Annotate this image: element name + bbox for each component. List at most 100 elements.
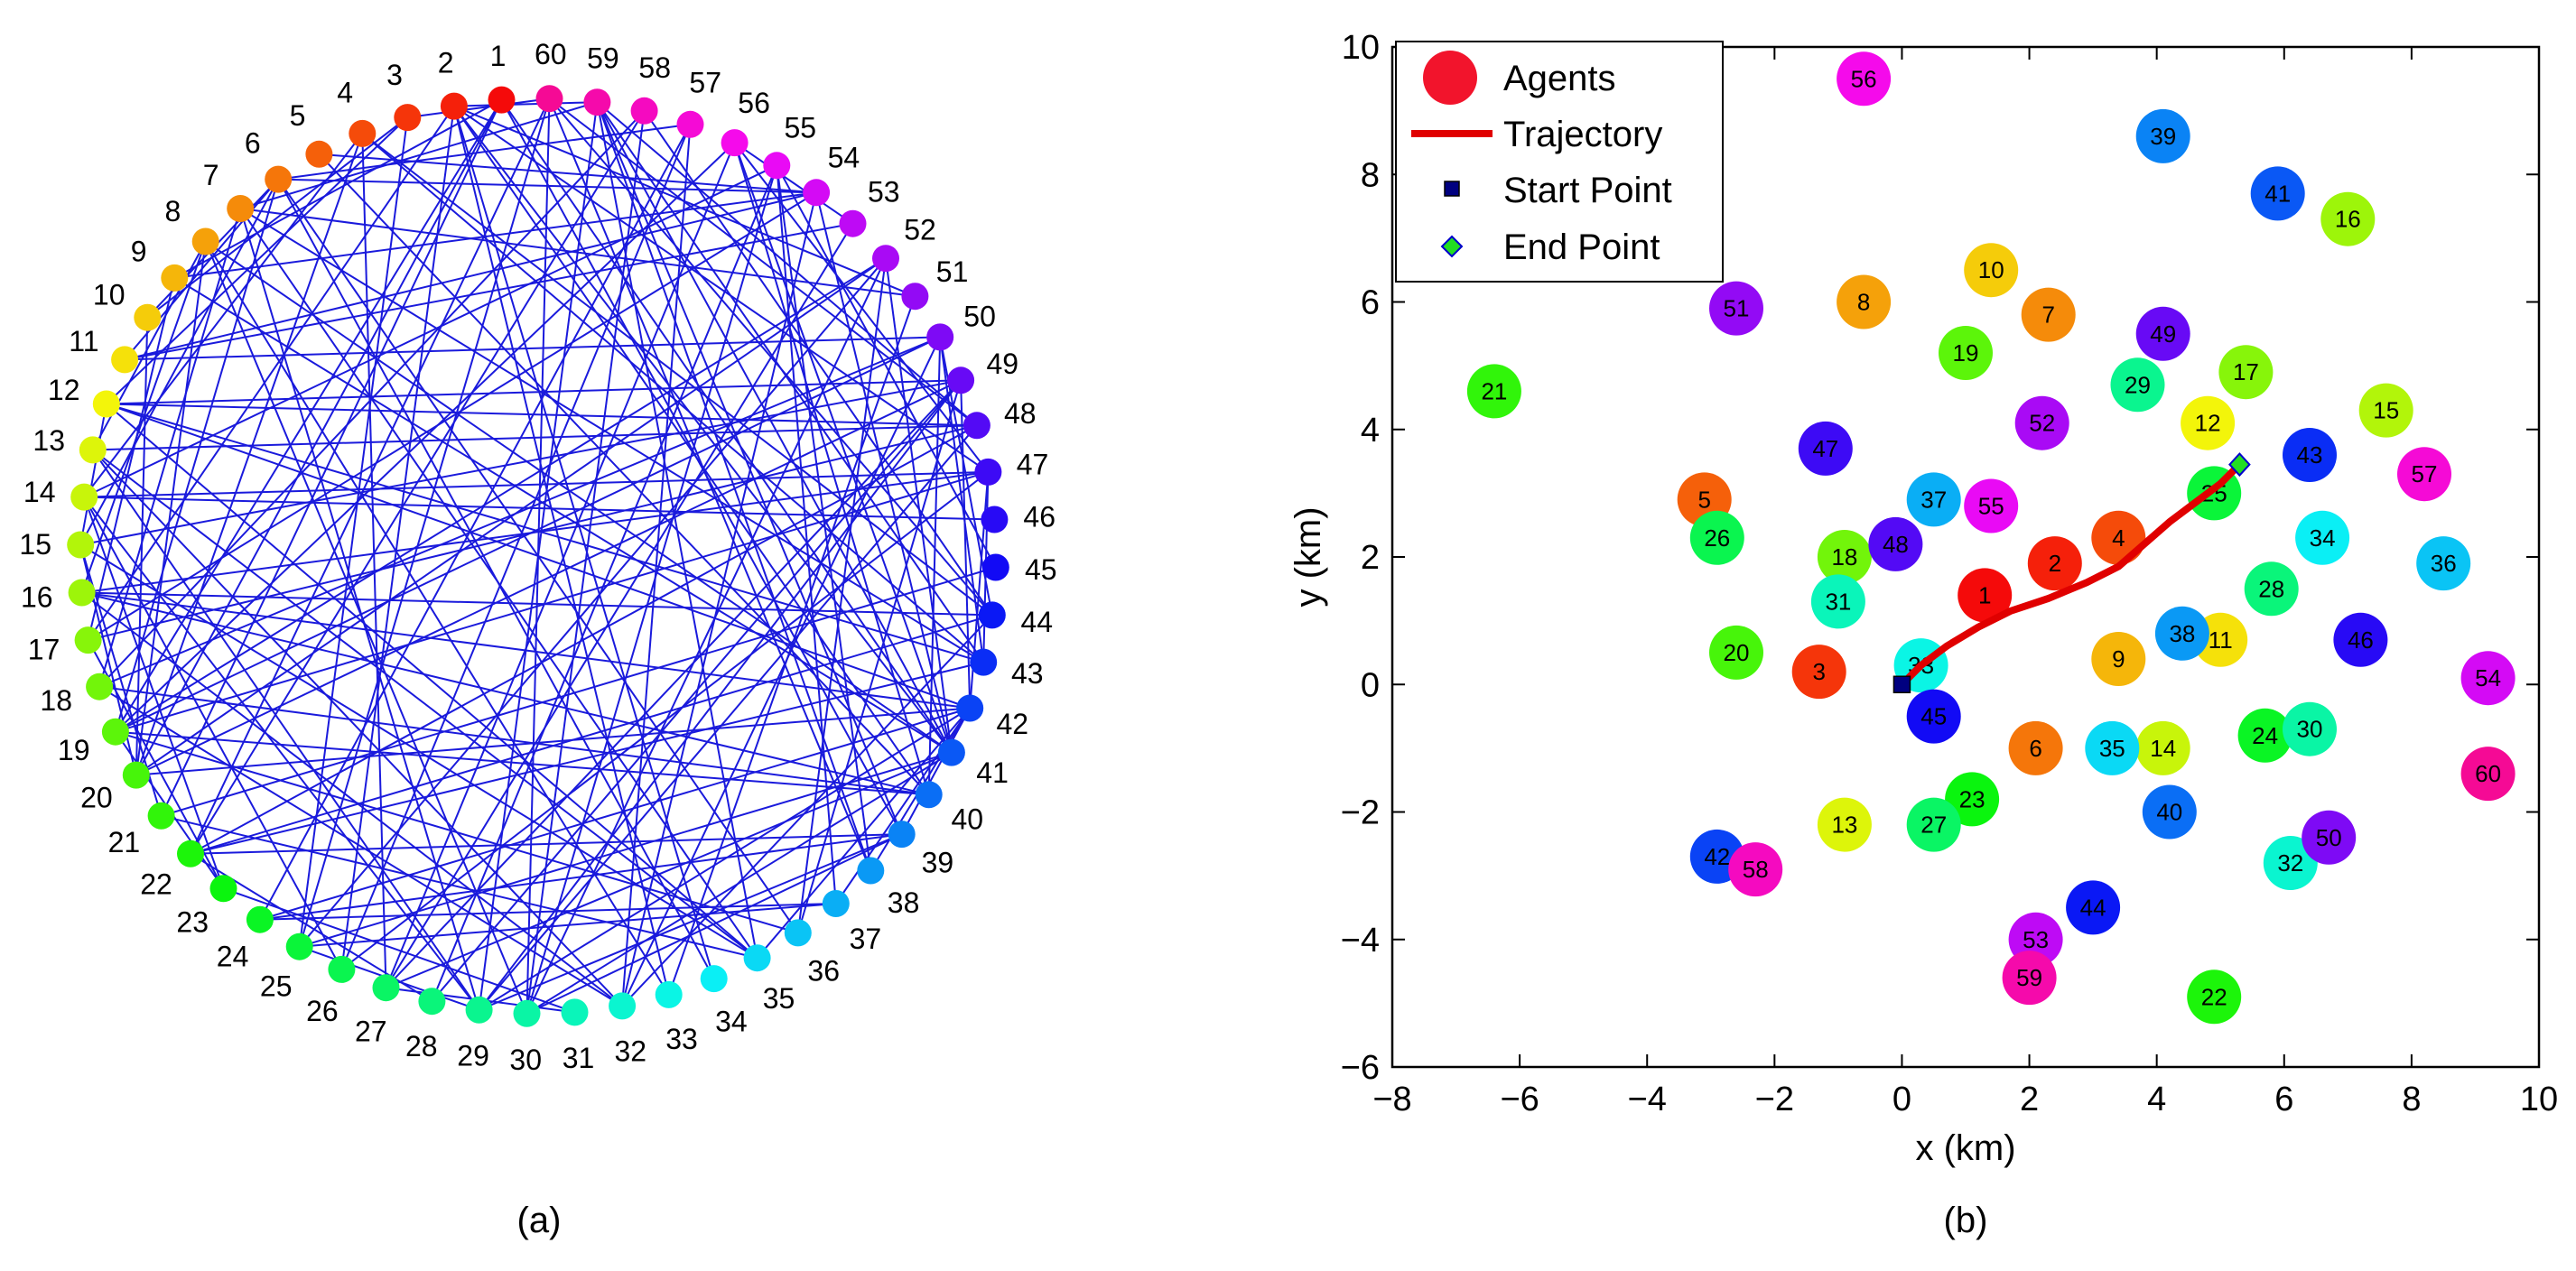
network-node-label: 41 <box>976 756 1009 789</box>
network-edge <box>596 101 978 427</box>
agent-marker <box>2008 720 2063 775</box>
agent-marker <box>2320 191 2376 246</box>
agent-57: 57 <box>2397 447 2451 502</box>
network-node-label: 24 <box>217 940 249 972</box>
network-node-label: 5 <box>290 99 306 132</box>
agent-label: 58 <box>1743 856 1769 883</box>
agent-label: 46 <box>2348 626 2374 654</box>
agent-37: 37 <box>1906 472 1961 527</box>
network-node <box>743 944 771 972</box>
network-node <box>839 209 867 237</box>
network-edge <box>204 241 528 1015</box>
network-node <box>70 483 98 511</box>
network-node-label: 22 <box>140 867 172 900</box>
network-edge <box>91 449 480 1011</box>
network-edge <box>106 116 408 405</box>
agent-52: 52 <box>2014 395 2069 450</box>
agent-label: 18 <box>1831 543 1857 571</box>
legend-start-label: Start Point <box>1503 171 1672 210</box>
network-node-label: 50 <box>963 301 996 333</box>
network-edge <box>115 99 503 733</box>
network-edge <box>596 101 985 663</box>
legend-trajectory-label: Trajectory <box>1503 115 1662 154</box>
network-edge <box>298 257 887 948</box>
agent-label: 37 <box>1920 486 1947 513</box>
network-edge <box>431 164 778 1002</box>
agent-marker <box>1964 478 2019 533</box>
agent-label: 41 <box>2264 180 2291 207</box>
network-edge <box>87 106 455 641</box>
agent-label: 22 <box>2201 983 2227 1010</box>
network-node-label: 2 <box>438 47 454 79</box>
network-edge <box>84 470 989 498</box>
network-edge <box>87 277 176 641</box>
network-edge <box>106 403 758 959</box>
agent-28: 28 <box>2244 561 2299 617</box>
agent-marker <box>2014 395 2069 450</box>
agent-17: 17 <box>2218 345 2274 400</box>
network-node-label: 12 <box>48 374 80 406</box>
agent-marker <box>1817 530 1872 584</box>
agent-26: 26 <box>1689 510 1744 565</box>
agent-31: 31 <box>1810 574 1865 629</box>
network-node <box>285 932 313 960</box>
legend-end-marker <box>1440 235 1464 258</box>
network-node <box>349 119 377 147</box>
axis-ticks <box>1391 46 2540 1068</box>
agent-58: 58 <box>1728 842 1783 897</box>
agent-label: 35 <box>2099 735 2125 762</box>
network-node <box>655 980 683 1008</box>
network-node-label: 4 <box>337 77 353 109</box>
agent-marker <box>2250 166 2305 221</box>
network-node-label: 31 <box>563 1042 595 1074</box>
y-tick-label: 2 <box>1361 539 1380 577</box>
agent-label: 28 <box>2258 575 2284 602</box>
agent-label: 48 <box>1883 531 1909 558</box>
network-edge <box>173 277 953 754</box>
network-node-label: 42 <box>997 708 1029 740</box>
agent-label: 32 <box>2277 849 2303 877</box>
network-edge <box>500 99 903 835</box>
agent-56: 56 <box>1837 51 1892 107</box>
network-node-label: 16 <box>21 581 53 614</box>
agent-label: 29 <box>2125 371 2151 398</box>
agent-label: 16 <box>2335 206 2361 233</box>
agent-label: 17 <box>2233 358 2259 385</box>
network-node <box>583 88 611 116</box>
network-node <box>963 412 990 440</box>
network-edge <box>361 133 984 663</box>
agent-label: 30 <box>2297 716 2323 743</box>
network-node <box>465 996 493 1024</box>
agent-label: 53 <box>2023 926 2049 953</box>
agent-label: 26 <box>1704 524 1730 552</box>
network-node <box>763 152 791 180</box>
network-node-label: 48 <box>1004 397 1037 430</box>
agent-marker <box>1964 243 2019 298</box>
network-node <box>246 905 274 933</box>
agent-marker <box>1689 510 1744 565</box>
caption-a: (a) <box>517 1201 562 1240</box>
network-node <box>86 673 114 700</box>
agent-label: 5 <box>1697 486 1710 513</box>
network-edges <box>79 97 997 1015</box>
agent-marker <box>1837 51 1892 107</box>
network-node <box>803 179 831 207</box>
agent-label: 45 <box>1920 703 1947 730</box>
agent-marker <box>2237 708 2292 763</box>
agent-50: 50 <box>2302 810 2357 865</box>
agent-marker <box>1837 274 1892 329</box>
agent-2: 2 <box>2027 536 2082 591</box>
network-node-label: 38 <box>888 886 920 919</box>
network-edge <box>361 133 993 617</box>
x-tick-label: 6 <box>2274 1081 2293 1118</box>
network-edge <box>124 191 817 361</box>
y-tick-label: 4 <box>1361 412 1380 450</box>
network-edge <box>340 106 455 970</box>
network-node <box>265 165 293 193</box>
network-panel: 1234567891011121314151617181920212223242… <box>19 38 1056 1076</box>
agent-30: 30 <box>2283 701 2337 756</box>
agent-51: 51 <box>1709 281 1763 336</box>
y-tick-label: −4 <box>1341 922 1380 960</box>
agent-marker <box>2358 383 2413 438</box>
